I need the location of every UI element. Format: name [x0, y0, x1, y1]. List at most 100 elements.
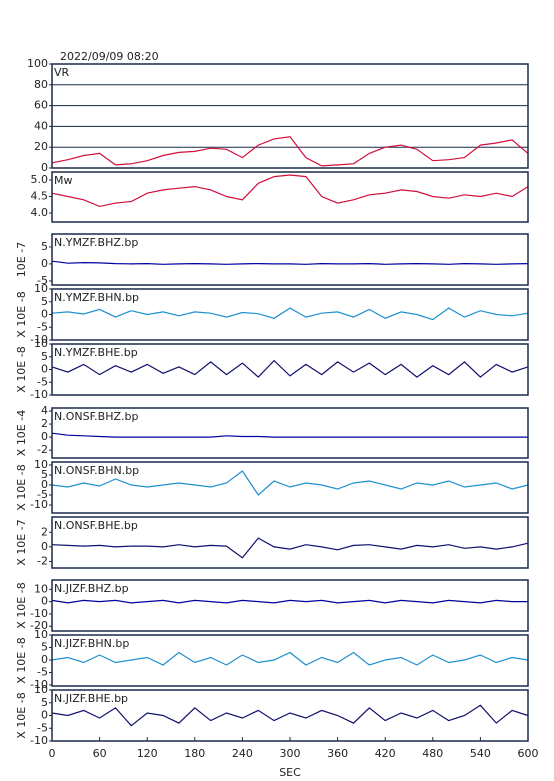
trace — [51, 651, 529, 666]
y-tick-label: 60 — [34, 99, 48, 112]
y-axis-label: X 10E -8 — [15, 637, 28, 683]
y-tick-label: 5 — [41, 240, 48, 253]
y-tick-label: 5 — [41, 350, 48, 363]
panel-label: N.JIZF.BHE.bp — [54, 692, 128, 705]
y-tick-label: 40 — [34, 119, 48, 132]
y-axis-label: X 10E -8 — [15, 291, 28, 337]
y-tick-label: -5 — [37, 721, 48, 734]
x-tick-label: 600 — [518, 747, 539, 760]
y-axis-label: X 10E -7 — [15, 519, 28, 565]
panel-label: Mw — [54, 174, 73, 187]
panel-label: N.YMZF.BHZ.bp — [54, 236, 138, 249]
y-tick-label: -5 — [37, 375, 48, 388]
panel-frame — [51, 343, 529, 396]
panel-label: N.ONSF.BHE.bp — [54, 519, 138, 532]
y-tick-label: 10 — [34, 628, 48, 641]
y-tick-label: 0 — [41, 363, 48, 376]
y-tick-label: 0 — [41, 595, 48, 608]
trace — [51, 260, 529, 265]
y-tick-label: 0 — [41, 257, 48, 270]
panel-frame — [51, 233, 529, 286]
y-tick-label: 100 — [27, 57, 48, 70]
trace — [51, 470, 529, 496]
y-tick-label: 5 — [41, 696, 48, 709]
y-tick-label: -10 — [30, 498, 48, 511]
x-tick-label: 180 — [184, 747, 205, 760]
panel-label: N.YMZF.BHE.bp — [54, 346, 138, 359]
y-axis-label: X 10E -8 — [15, 582, 28, 628]
y-tick-label: 0 — [41, 430, 48, 443]
y-tick-label: 20 — [34, 140, 48, 153]
y-tick-label: 10 — [34, 683, 48, 696]
y-tick-label: 4.5 — [31, 190, 49, 203]
y-tick-label: -10 — [30, 388, 48, 401]
trace — [51, 307, 529, 321]
chart-title: 2022/09/09 08:20 — [60, 50, 159, 63]
panel-frame — [51, 579, 529, 632]
panel-frame — [51, 516, 529, 569]
y-tick-label: -5 — [37, 320, 48, 333]
y-tick-label: -5 — [37, 274, 48, 287]
x-tick-label: 120 — [137, 747, 158, 760]
x-tick-label: 480 — [422, 747, 443, 760]
y-tick-label: -10 — [30, 734, 48, 747]
y-tick-label: 10 — [34, 282, 48, 295]
panel-label: N.JIZF.BHZ.bp — [54, 582, 129, 595]
y-tick-label: -10 — [30, 678, 48, 691]
panel-label: N.YMZF.BHN.bp — [54, 291, 139, 304]
trace — [51, 174, 529, 208]
y-tick-label: -5 — [37, 666, 48, 679]
y-tick-label: 5 — [41, 641, 48, 654]
panel-frame — [51, 461, 529, 514]
panel-frame — [51, 171, 529, 223]
y-tick-label: 0 — [41, 478, 48, 491]
y-tick-label: 4.0 — [31, 206, 49, 219]
trace — [51, 359, 529, 378]
y-tick-label: 10 — [34, 337, 48, 350]
y-tick-label: 80 — [34, 78, 48, 91]
x-tick-label: 60 — [93, 747, 107, 760]
x-tick-label: 420 — [375, 747, 396, 760]
panel-label: VR — [54, 66, 70, 79]
panel-label: N.ONSF.BHZ.bp — [54, 410, 138, 423]
y-tick-label: -20 — [30, 619, 48, 632]
panel-frame — [51, 63, 529, 169]
y-tick-label: 0 — [41, 709, 48, 722]
trace — [51, 599, 528, 604]
y-tick-label: -5 — [37, 488, 48, 501]
x-tick-label: 0 — [49, 747, 56, 760]
y-axis-label: X 10E -4 — [15, 410, 28, 456]
panel-frame — [51, 634, 529, 687]
panel-label: N.ONSF.BHN.bp — [54, 464, 139, 477]
trace — [51, 704, 529, 727]
y-tick-label: -2 — [37, 443, 48, 456]
y-tick-label: 2 — [41, 417, 48, 430]
y-tick-label: -10 — [30, 333, 48, 346]
y-tick-label: -10 — [30, 607, 48, 620]
y-tick-label: 10 — [34, 458, 48, 471]
x-tick-label: 540 — [470, 747, 491, 760]
trace — [51, 432, 528, 438]
panel-frame — [51, 407, 529, 459]
y-axis-label: X 10E -8 — [15, 346, 28, 392]
y-tick-label: 0 — [41, 540, 48, 553]
y-axis-label: X 10E -8 — [15, 692, 28, 738]
panel-frame — [51, 288, 529, 341]
y-tick-label: 2 — [41, 525, 48, 538]
y-tick-label: -2 — [37, 554, 48, 567]
y-tick-label: 4 — [41, 404, 48, 417]
x-axis-label: SEC — [279, 766, 301, 779]
trace — [51, 136, 529, 167]
trace — [51, 537, 529, 559]
panel-label: N.JIZF.BHN.bp — [54, 637, 129, 650]
y-tick-label: 5.0 — [31, 173, 49, 186]
y-tick-label: 5 — [41, 468, 48, 481]
x-tick-label: 240 — [232, 747, 253, 760]
y-tick-label: 0 — [41, 161, 48, 174]
x-tick-label: 360 — [327, 747, 348, 760]
y-axis-label: 10E -7 — [15, 242, 28, 277]
y-tick-label: 0 — [41, 653, 48, 666]
y-axis-label: X 10E -8 — [15, 464, 28, 510]
y-tick-label: 0 — [41, 308, 48, 321]
